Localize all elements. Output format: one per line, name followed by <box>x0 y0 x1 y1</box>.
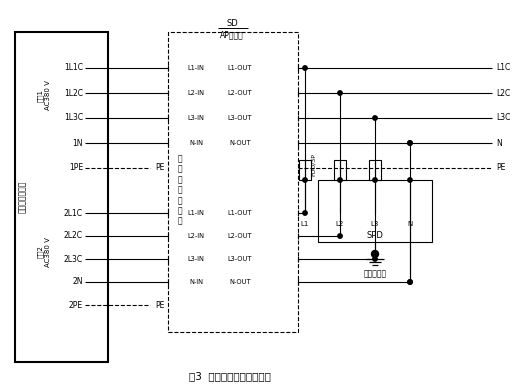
Text: L1-IN: L1-IN <box>188 210 204 216</box>
Text: L1-OUT: L1-OUT <box>228 65 252 71</box>
Text: SPD: SPD <box>367 230 383 239</box>
Bar <box>168 32 298 332</box>
Bar <box>318 180 432 242</box>
Text: 2L3C: 2L3C <box>64 255 83 264</box>
Text: L1-IN: L1-IN <box>188 65 204 71</box>
Text: L2-IN: L2-IN <box>188 233 204 239</box>
Text: L2: L2 <box>336 221 344 227</box>
Text: L2C: L2C <box>496 89 510 98</box>
Text: N: N <box>407 221 413 227</box>
Circle shape <box>408 280 412 284</box>
Text: L3-OUT: L3-OUT <box>228 115 252 121</box>
Text: L3: L3 <box>371 221 379 227</box>
Bar <box>334 160 346 180</box>
Text: 浪涌保护器: 浪涌保护器 <box>363 269 386 278</box>
Text: N: N <box>496 138 502 147</box>
Text: 1PE: 1PE <box>69 163 83 172</box>
Text: 1N: 1N <box>72 138 83 147</box>
Text: N-IN: N-IN <box>189 140 203 146</box>
Circle shape <box>373 257 377 261</box>
Text: L1: L1 <box>301 221 309 227</box>
Text: AP配电柜: AP配电柜 <box>220 30 244 39</box>
Text: 2L2C: 2L2C <box>64 232 83 241</box>
Text: 双
电
源
切
换
装
置: 双 电 源 切 换 装 置 <box>178 154 183 226</box>
Circle shape <box>408 141 412 145</box>
Circle shape <box>303 178 307 182</box>
Text: 母线2
AC380 V: 母线2 AC380 V <box>37 237 51 267</box>
Text: 2N: 2N <box>72 278 83 287</box>
Text: L1-OUT: L1-OUT <box>228 210 252 216</box>
Text: PE: PE <box>155 301 165 310</box>
Text: 电气专业配电柜: 电气专业配电柜 <box>18 181 27 213</box>
Text: 图3  双电源切换装置原理图: 图3 双电源切换装置原理图 <box>189 371 271 381</box>
Text: L3C: L3C <box>496 113 510 122</box>
Circle shape <box>303 66 307 70</box>
Text: FUO/3P: FUO/3P <box>310 154 316 176</box>
Text: 母线1
AC380 V: 母线1 AC380 V <box>37 80 51 110</box>
Text: SD: SD <box>226 20 238 28</box>
Bar <box>369 160 381 180</box>
Text: L1C: L1C <box>496 64 510 73</box>
Circle shape <box>373 116 377 120</box>
Bar <box>299 160 311 180</box>
Text: L3-IN: L3-IN <box>188 115 204 121</box>
Circle shape <box>408 280 412 284</box>
Circle shape <box>338 91 342 95</box>
Circle shape <box>371 250 379 257</box>
Circle shape <box>408 178 412 182</box>
Text: L2-OUT: L2-OUT <box>228 233 252 239</box>
Text: N-OUT: N-OUT <box>229 140 251 146</box>
Text: L2-IN: L2-IN <box>188 90 204 96</box>
Text: 2L1C: 2L1C <box>64 209 83 218</box>
Text: L2-OUT: L2-OUT <box>228 90 252 96</box>
Text: 2PE: 2PE <box>69 301 83 310</box>
Bar <box>15 32 108 362</box>
Text: PE: PE <box>155 163 165 172</box>
Text: N-OUT: N-OUT <box>229 279 251 285</box>
Text: PE: PE <box>496 163 505 172</box>
Text: 1L3C: 1L3C <box>64 113 83 122</box>
Text: 1L1C: 1L1C <box>64 64 83 73</box>
Circle shape <box>303 211 307 215</box>
Text: L3-IN: L3-IN <box>188 256 204 262</box>
Text: N-IN: N-IN <box>189 279 203 285</box>
Circle shape <box>408 141 412 145</box>
Text: L3-OUT: L3-OUT <box>228 256 252 262</box>
Circle shape <box>338 234 342 238</box>
Circle shape <box>338 178 342 182</box>
Text: 1L2C: 1L2C <box>64 89 83 98</box>
Circle shape <box>373 178 377 182</box>
